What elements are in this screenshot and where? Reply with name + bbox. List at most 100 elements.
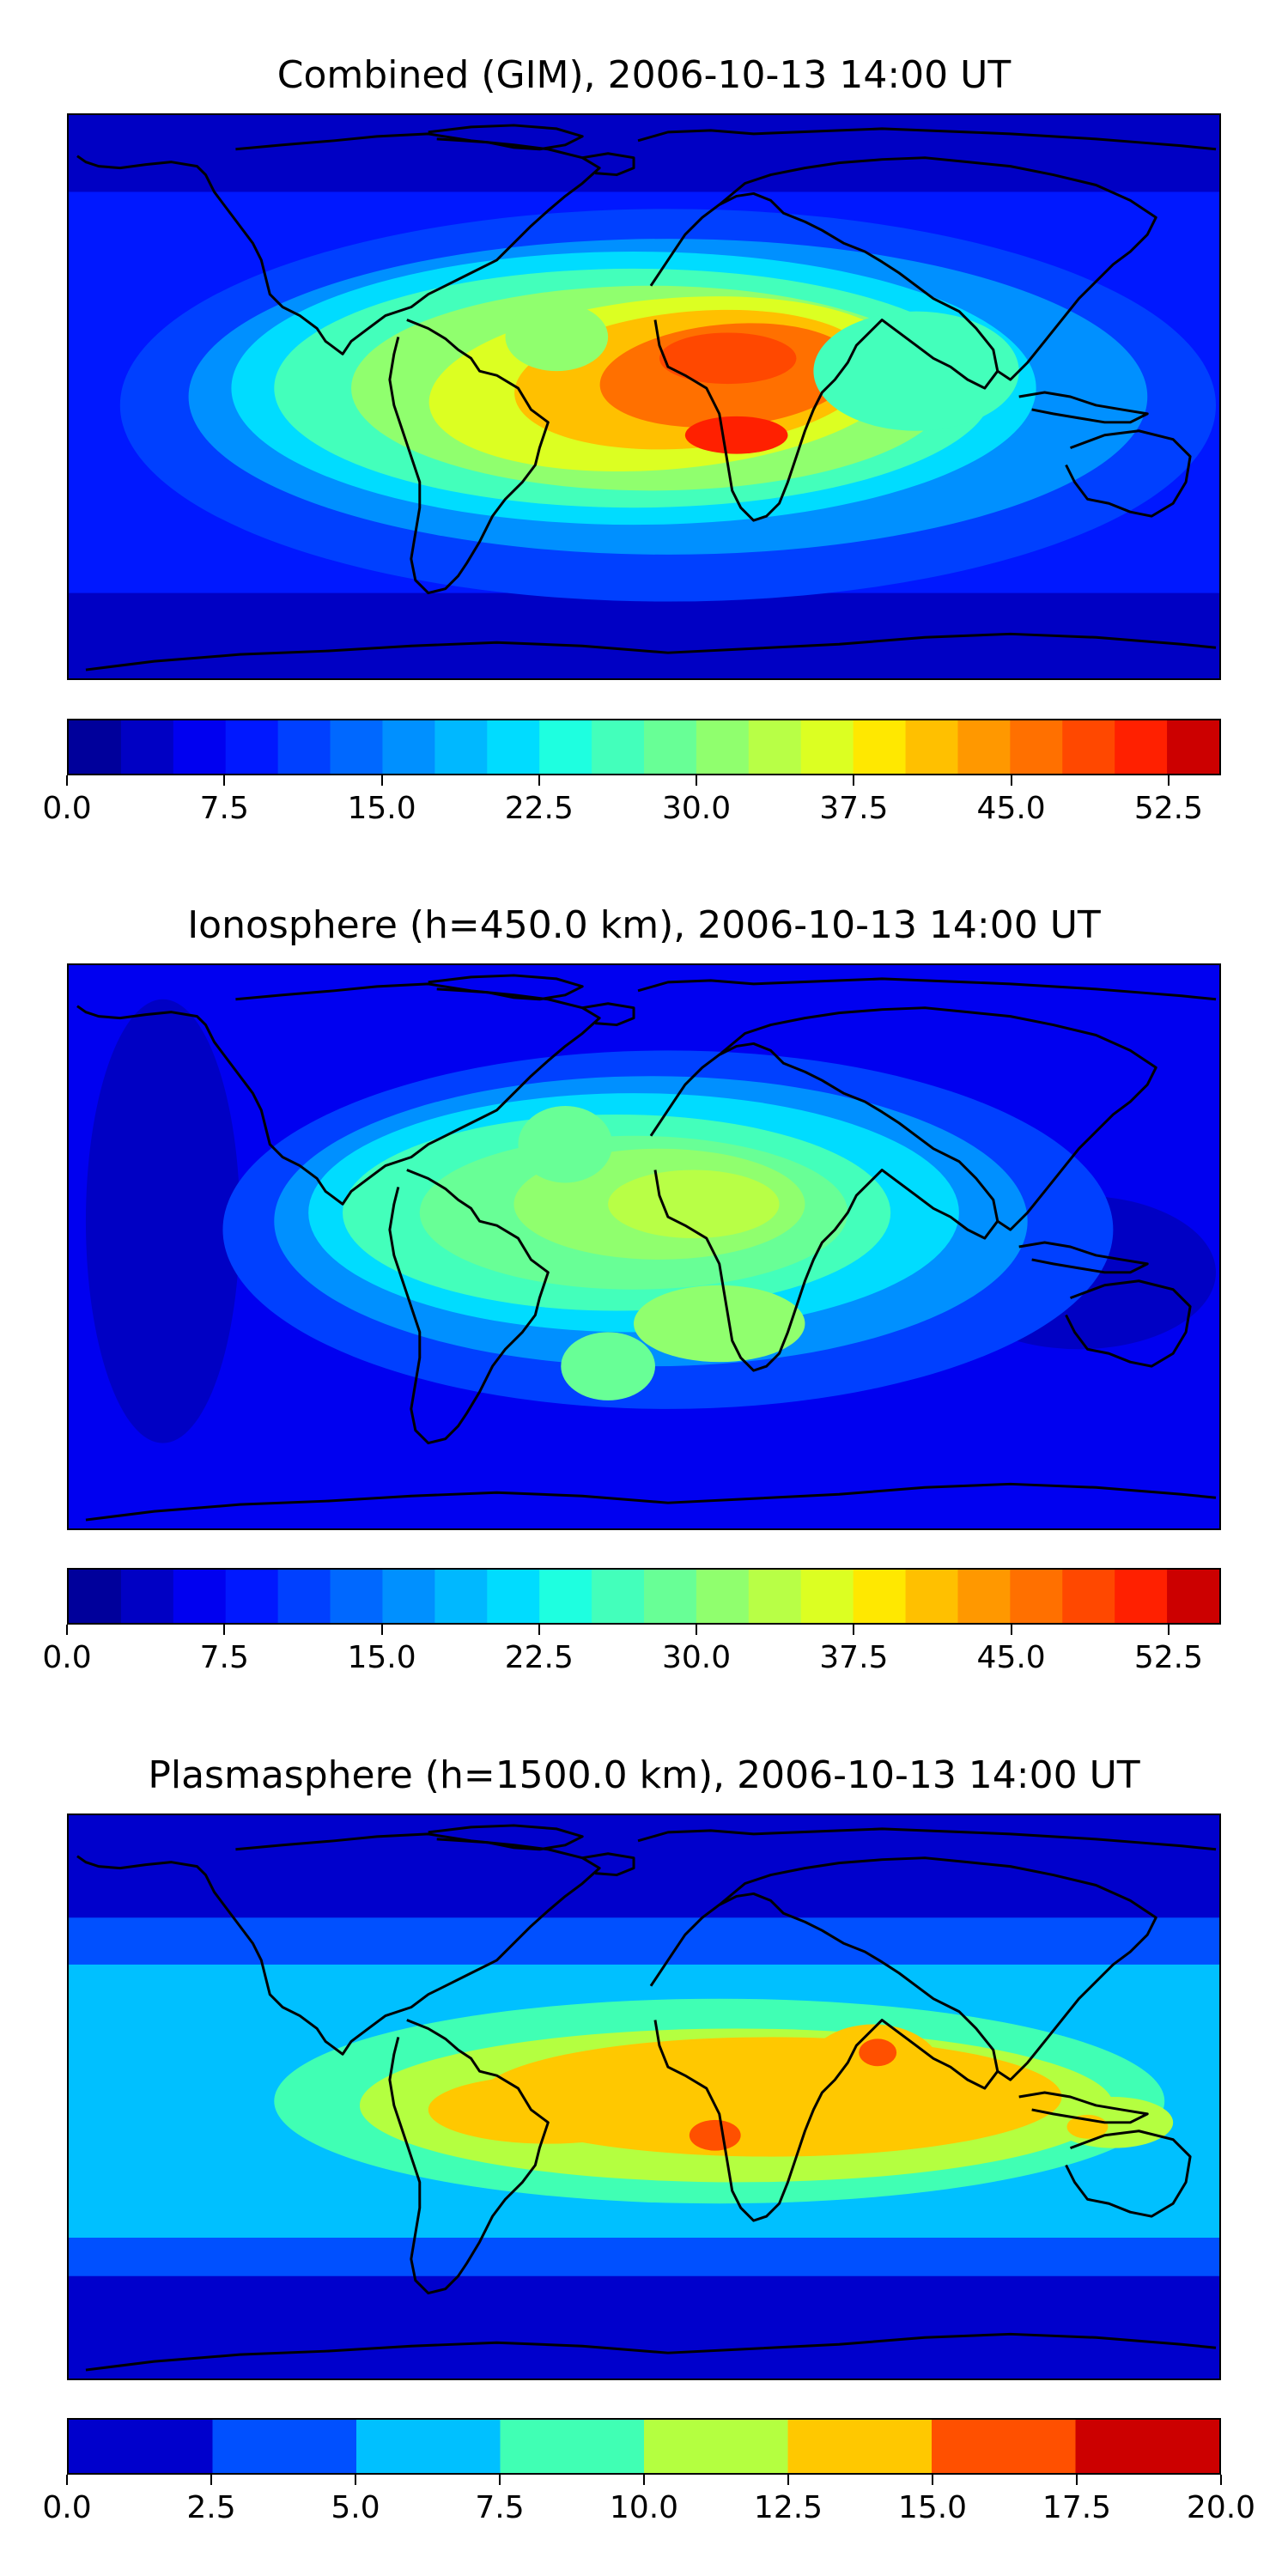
- panel-2-coastline: [428, 974, 584, 1001]
- panel-3-colorbar-tick-label: 7.5: [475, 2490, 525, 2525]
- panel-2-coastline: [1065, 1279, 1192, 1368]
- panel-1-colorbar-tick-label: 22.5: [504, 791, 574, 826]
- combined-contour: [505, 302, 609, 372]
- panel-1-colorbar-tick-mark: [538, 775, 540, 786]
- panel-1-colorbar-tick-mark: [696, 775, 698, 786]
- panel-3-coastline: [718, 1856, 1157, 2081]
- panel-2-colorbar: [67, 1568, 1221, 1625]
- combined-tec-map: [69, 115, 1219, 678]
- panel-1-colorbar-swatch: [487, 720, 540, 774]
- panel-2-colorbar-swatch: [1010, 1570, 1063, 1623]
- panel-2-colorbar-tick-label: 52.5: [1133, 1640, 1203, 1675]
- panel-3-colorbar-swatches: [69, 2420, 1219, 2473]
- panel-2-coastline: [85, 1482, 1217, 1522]
- ionosphere-contour: [518, 1106, 613, 1183]
- panel-1-colorbar-tick-mark: [223, 775, 226, 786]
- panel-2-colorbar-swatch: [1115, 1570, 1168, 1623]
- panel-2-colorbar-swatch: [696, 1570, 750, 1623]
- panel-3-coastline: [388, 2019, 550, 2295]
- panel-2-colorbar-tick-mark: [380, 1625, 383, 1635]
- panel-1-coastlines: [76, 124, 1217, 671]
- panel-1-map: [67, 113, 1221, 680]
- panel-2-coastline: [388, 1169, 550, 1445]
- ionosphere-contour: [634, 1285, 805, 1363]
- panel-3-colorbar-tick-label: 17.5: [1042, 2490, 1112, 2525]
- panel-3-map: [67, 1814, 1221, 2380]
- panel-2-colorbar-swatch: [382, 1570, 435, 1623]
- panel-1-colorbar-ticks: 0.0 7.5 15.0 22.5 30.0 37.5 45.0 52.5: [42, 775, 1221, 827]
- panel-2-colorbar-swatch: [644, 1570, 697, 1623]
- panel-1-coastline: [428, 124, 584, 151]
- plasmasphere-contour: [859, 2038, 897, 2067]
- panel-3-title: Plasmasphere (h=1500.0 km), 2006-10-13 1…: [148, 1753, 1140, 1797]
- panel-1-title: Combined (GIM), 2006-10-13 14:00 UT: [276, 53, 1012, 97]
- panel-3-colorbar-tick-label: 5.0: [331, 2490, 380, 2525]
- panel-1-colorbar-swatch: [748, 720, 802, 774]
- panel-2-colorbar-swatch: [487, 1570, 540, 1623]
- panel-1-colorbar-swatch: [696, 720, 750, 774]
- ionosphere-contour: [85, 999, 240, 1443]
- panel-3-coastline: [637, 1827, 1217, 1851]
- combined-contour: [659, 332, 797, 385]
- panel-3-colorbar-tick-mark: [66, 2475, 68, 2485]
- panel-2-colorbar-swatch: [592, 1570, 645, 1623]
- panel-2-title: Ionosphere (h=450.0 km), 2006-10-13 14:0…: [187, 903, 1101, 947]
- panel-3-coastline: [76, 1832, 601, 2056]
- panel-3-coastline: [649, 1892, 999, 2222]
- panel-2-colorbar-tick-mark: [66, 1625, 68, 1635]
- panel-1-colorbar-tick-mark: [380, 775, 383, 786]
- panel-1-colorbar-swatch: [120, 720, 174, 774]
- combined-contour: [684, 416, 788, 454]
- panel-2-colorbar-swatch: [539, 1570, 592, 1623]
- plasmasphere-contour: [428, 2075, 668, 2144]
- panel-3-colorbar-tick-mark: [1220, 2475, 1222, 2485]
- panel-3-colorbar-tick-label: 15.0: [897, 2490, 968, 2525]
- panel-2-colorbar-tick-label: 7.5: [199, 1640, 249, 1675]
- panel-3-coastline: [1018, 2091, 1149, 2124]
- panel-1-colorbar-tick-label: 45.0: [976, 791, 1046, 826]
- panel-3-colorbar-swatch: [500, 2420, 645, 2473]
- panel-2-colorbar-tick-mark: [223, 1625, 226, 1635]
- panel-1-colorbar-swatch: [1010, 720, 1063, 774]
- panel-2-colorbar-swatch: [1062, 1570, 1115, 1623]
- panel-3-coastline: [1065, 2129, 1192, 2218]
- panel-3-coastlines: [76, 1824, 1217, 2372]
- panel-1-colorbar-tick-label: 15.0: [347, 791, 416, 826]
- panel-1-colorbar-swatch: [382, 720, 435, 774]
- panel-2-coastline: [649, 1042, 999, 1372]
- panel-3-colorbar-tick-mark: [210, 2475, 212, 2485]
- panel-1-colorbar-swatch: [434, 720, 488, 774]
- panel-2-colorbar-ticks: 0.0 7.5 15.0 22.5 30.0 37.5 45.0 52.5: [42, 1625, 1221, 1676]
- panel-1-colorbar-tick-label: 0.0: [42, 791, 92, 826]
- panel-2-colorbar-tick-mark: [696, 1625, 698, 1635]
- panel-1-colorbar-swatches: [69, 720, 1219, 774]
- panel-3-colorbar-ticks: 0.0 2.5 5.0 7.5 10.0 12.5 15.0 17.5 20.0: [42, 2475, 1255, 2526]
- panel-2-colorbar-tick-label: 45.0: [976, 1640, 1046, 1675]
- panel-1-colorbar-swatch: [853, 720, 907, 774]
- panel-1-colorbar-tick-label: 52.5: [1133, 791, 1203, 826]
- panel-1-coastline: [581, 152, 635, 177]
- panel-3-colorbar-tick-mark: [499, 2475, 501, 2485]
- panel-2-colorbar-swatch: [173, 1570, 227, 1623]
- panel-2-map: [67, 963, 1221, 1530]
- panel-3-colorbar-tick-label: 20.0: [1186, 2490, 1256, 2525]
- panel-3-colorbar-swatch: [69, 2420, 214, 2473]
- panel-1-colorbar-swatch: [173, 720, 227, 774]
- panel-3-coastline: [85, 2332, 1217, 2372]
- panel-3-colorbar-swatch: [787, 2420, 933, 2473]
- panel-2-colorbar-swatch: [225, 1570, 279, 1623]
- panel-1-coastline: [1018, 391, 1149, 424]
- panel-2-colorbar-swatch: [120, 1570, 174, 1623]
- ionosphere-contour: [561, 1332, 655, 1400]
- plasmasphere-contour: [805, 2024, 942, 2118]
- panel-3-colorbar-swatch: [356, 2420, 501, 2473]
- panel-2-coastline: [76, 982, 601, 1206]
- panel-2-colorbar-swatch: [905, 1570, 959, 1623]
- panel-3-colorbar-tick-mark: [1076, 2475, 1078, 2485]
- panel-3-colorbar-tick-label: 10.0: [609, 2490, 679, 2525]
- panel-1-colorbar-swatch: [1062, 720, 1115, 774]
- panel-2-colorbar-tick-mark: [1010, 1625, 1012, 1635]
- panel-1-colorbar-swatch: [1167, 720, 1219, 774]
- panel-1-colorbar-swatch: [644, 720, 697, 774]
- panel-1-coastline: [649, 191, 999, 522]
